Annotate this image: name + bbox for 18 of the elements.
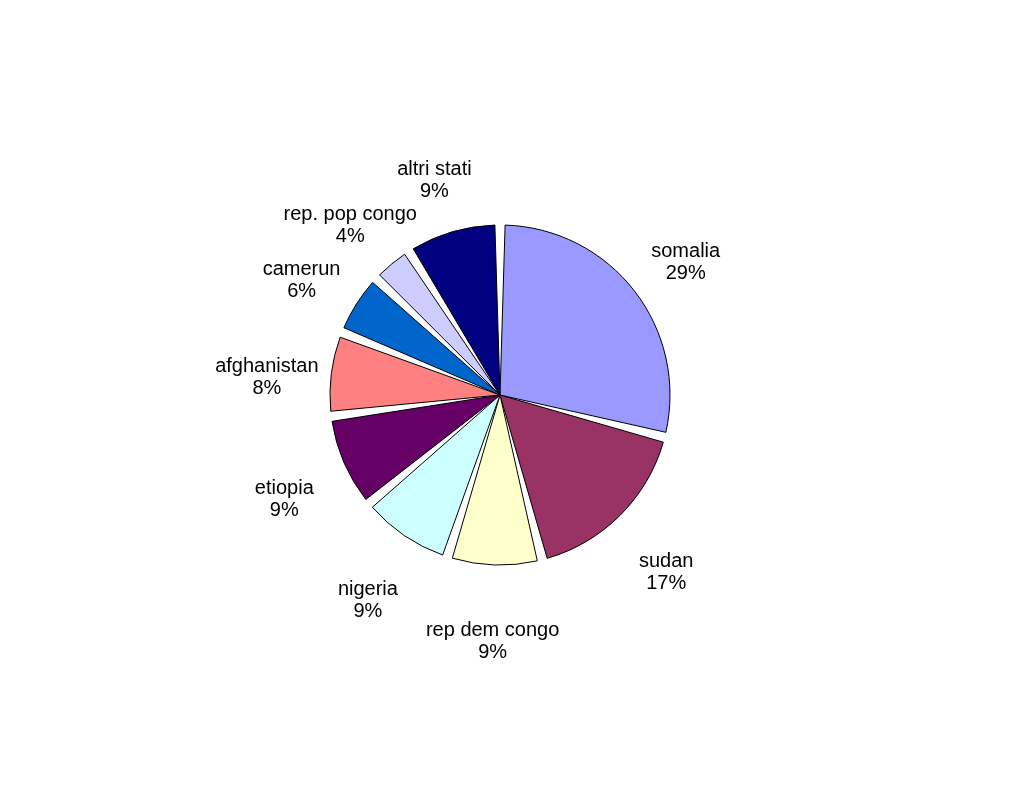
data-label: 9% bbox=[478, 639, 508, 662]
slice-label: sudan bbox=[638, 549, 694, 572]
data-label: 6% bbox=[287, 279, 317, 302]
slice-label: rep. pop congo bbox=[283, 201, 417, 224]
data-label: 9% bbox=[353, 599, 383, 622]
data-label: 17% bbox=[646, 571, 687, 594]
data-label: 29% bbox=[665, 260, 706, 283]
slice-label: afghanistan bbox=[215, 353, 319, 376]
data-label: 9% bbox=[269, 498, 299, 521]
slice-label: altri stati bbox=[397, 157, 472, 180]
slice-label: camerun bbox=[262, 257, 341, 280]
data-label: 8% bbox=[252, 375, 282, 398]
data-label: 4% bbox=[335, 223, 365, 246]
slice-label: rep dem congo bbox=[425, 617, 560, 640]
slice-label: etiopia bbox=[254, 476, 315, 499]
slice-label: nigeria bbox=[337, 577, 399, 600]
data-label: 9% bbox=[419, 179, 450, 202]
slice-label: somalia bbox=[651, 238, 722, 261]
